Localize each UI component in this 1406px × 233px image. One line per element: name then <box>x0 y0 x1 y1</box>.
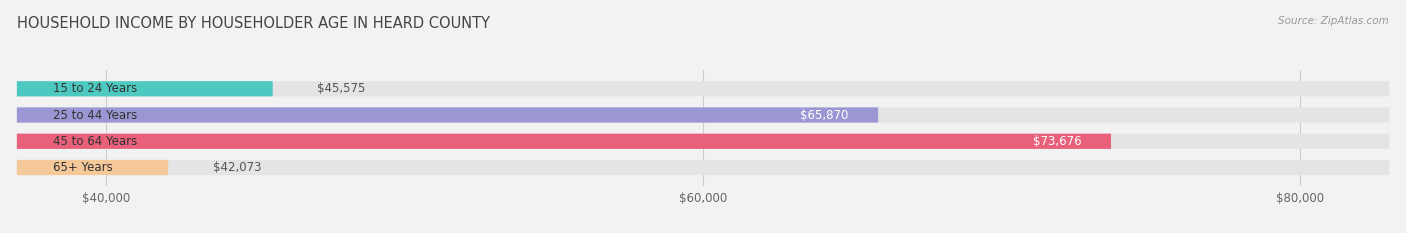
FancyBboxPatch shape <box>17 134 1389 149</box>
FancyBboxPatch shape <box>17 134 1111 149</box>
Text: 65+ Years: 65+ Years <box>52 161 112 174</box>
FancyBboxPatch shape <box>17 160 1389 175</box>
FancyBboxPatch shape <box>17 160 169 175</box>
Text: 25 to 44 Years: 25 to 44 Years <box>52 109 136 122</box>
Text: HOUSEHOLD INCOME BY HOUSEHOLDER AGE IN HEARD COUNTY: HOUSEHOLD INCOME BY HOUSEHOLDER AGE IN H… <box>17 16 489 31</box>
Text: $73,676: $73,676 <box>1032 135 1081 148</box>
Text: $42,073: $42,073 <box>212 161 262 174</box>
FancyBboxPatch shape <box>17 107 879 123</box>
Text: Source: ZipAtlas.com: Source: ZipAtlas.com <box>1278 16 1389 26</box>
FancyBboxPatch shape <box>17 81 273 96</box>
Text: $65,870: $65,870 <box>800 109 848 122</box>
Text: 15 to 24 Years: 15 to 24 Years <box>52 82 136 95</box>
FancyBboxPatch shape <box>17 107 1389 123</box>
FancyBboxPatch shape <box>17 81 1389 96</box>
Text: $45,575: $45,575 <box>318 82 366 95</box>
Text: 45 to 64 Years: 45 to 64 Years <box>52 135 136 148</box>
